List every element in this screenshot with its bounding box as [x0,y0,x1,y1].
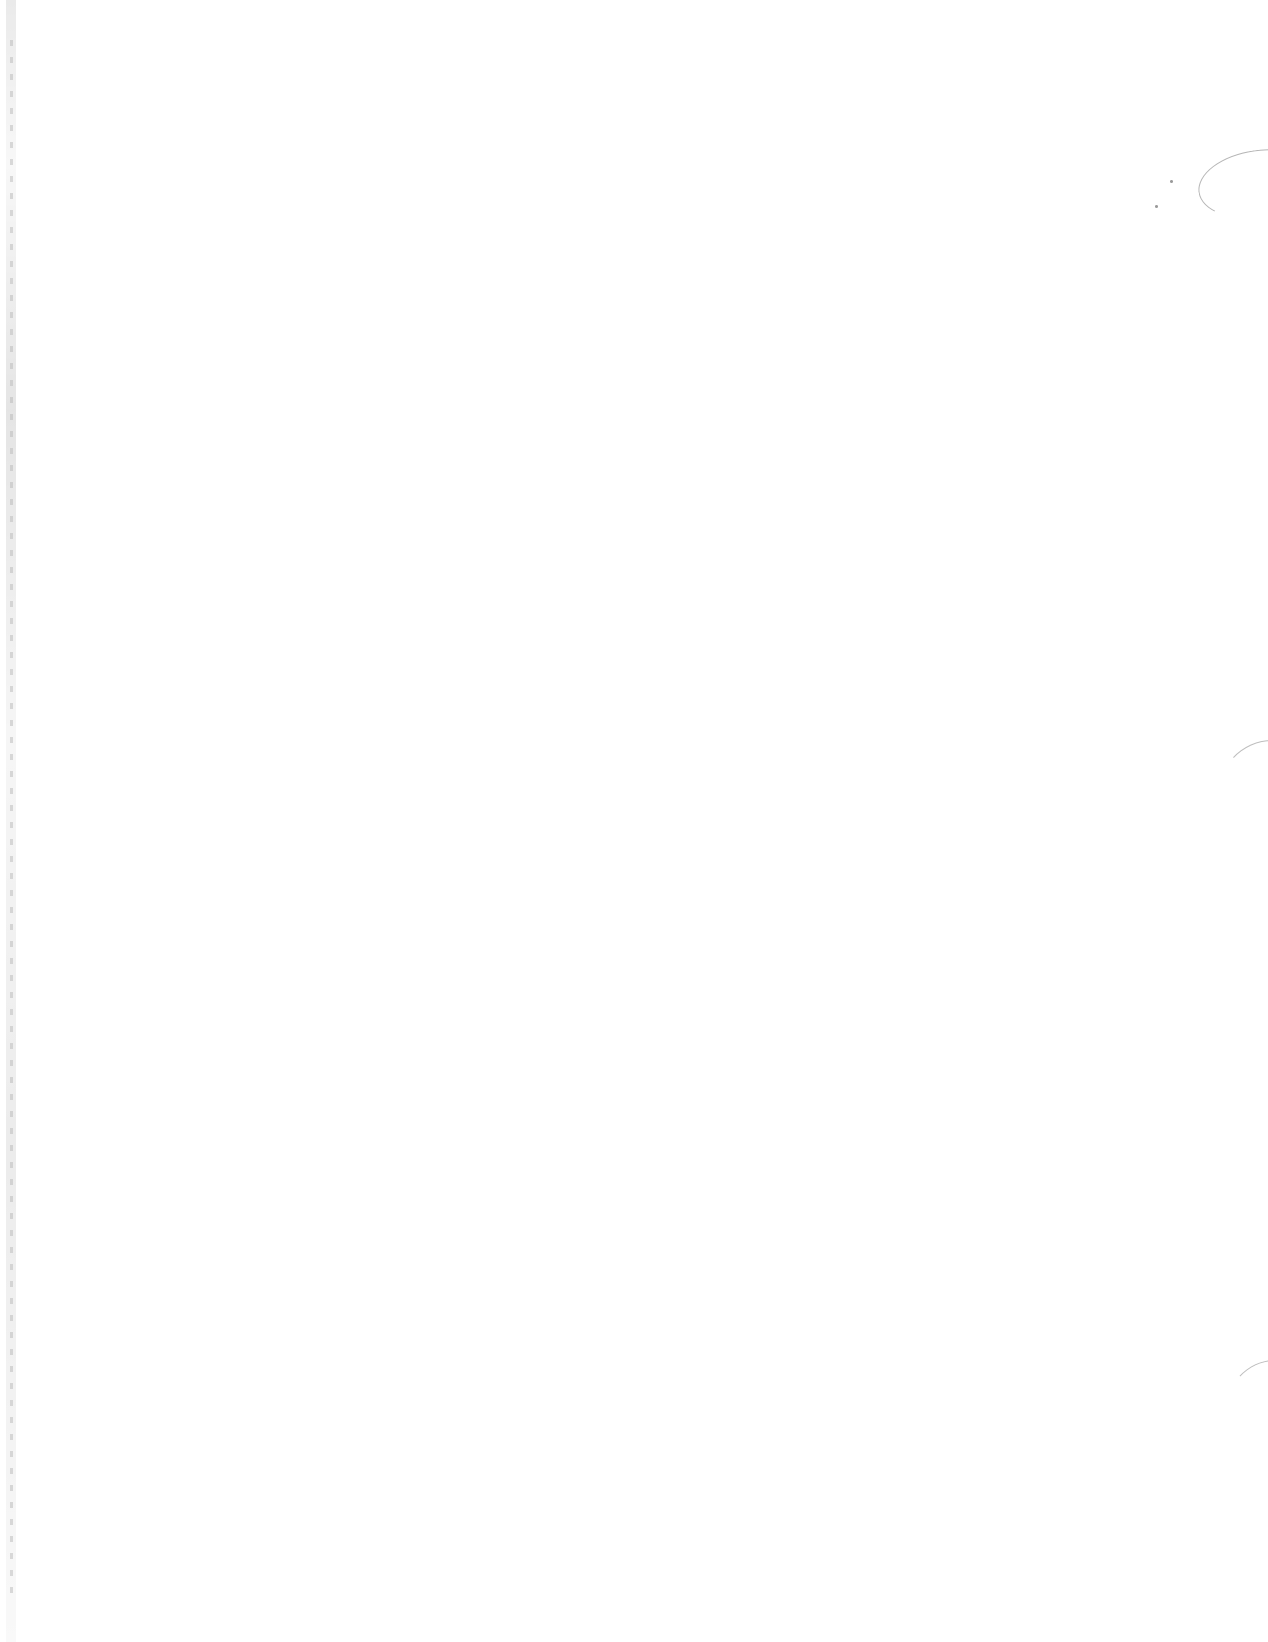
binder-hole-arc-icon [1216,740,1268,862]
binder-hole-arc-icon [1224,1360,1268,1472]
scan-dot [1170,180,1173,183]
scan-speckle-artifact [10,40,13,1600]
scan-dot [1155,205,1158,208]
binder-hole-arc-icon [1193,141,1268,227]
